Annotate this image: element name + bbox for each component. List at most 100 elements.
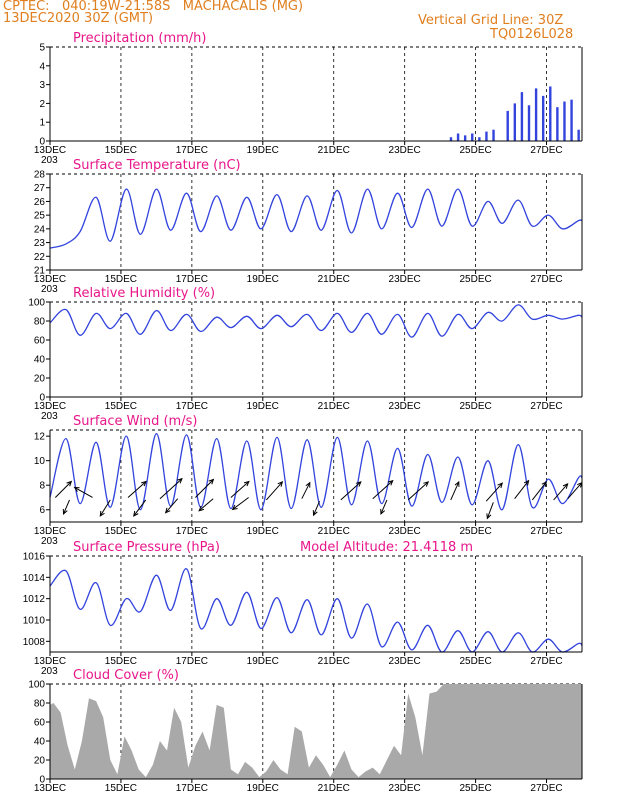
wind-arrow-head (423, 481, 430, 487)
wind-arrow (531, 481, 547, 501)
wind-arrow-head (497, 482, 504, 489)
x-tick-label: 13DEC (34, 656, 66, 667)
y-tick-label: 1016 (23, 552, 46, 563)
precip-bar (520, 92, 524, 141)
chart-title: Cloud Cover (%) (73, 668, 179, 683)
y-tick-label: 0 (39, 393, 45, 404)
wind-arrow (450, 481, 460, 501)
x-tick-label: 19DEC (247, 656, 279, 667)
wind-arrow (198, 498, 214, 512)
chart-title: Precipitation (mm/h) (73, 31, 206, 46)
wind-arrow (553, 483, 569, 501)
y-tick-label: 40 (34, 737, 46, 748)
press-line (49, 568, 583, 653)
y-tick-label: 1010 (23, 616, 46, 627)
x-tick-label: 19DEC (247, 145, 279, 156)
wind-arrow-head (380, 508, 386, 515)
y-tick-label: 60 (34, 336, 46, 347)
precip-bar (570, 99, 573, 141)
run-label: 13DEC2020 30Z (GMT) (3, 11, 154, 26)
wind-arrow (159, 478, 183, 500)
x-tick-label: 17DEC (176, 783, 208, 794)
wind-arrow-head (486, 513, 492, 520)
x-tick-label: 21DEC (318, 274, 350, 285)
x-tick-label: 25DEC (459, 526, 491, 537)
x-tick-label: 15DEC (105, 526, 137, 537)
precip-bar (541, 95, 545, 141)
wind-arrow-head (198, 505, 205, 512)
y-tick-label: 1012 (23, 594, 46, 605)
wind-arrow-head (177, 477, 183, 484)
wind-arrow (230, 481, 250, 498)
wind-arrow-head (99, 510, 105, 517)
source-label: CPTEC: (3, 0, 50, 14)
precip-bar (492, 129, 495, 141)
x-tick-label: 19DEC (247, 401, 279, 412)
wind-arrow-head (164, 507, 171, 514)
y-tick-label: 80 (34, 699, 46, 710)
x-tick-label: 17DEC (176, 526, 208, 537)
code-label: TQ0126L028 (490, 27, 574, 42)
precip-bar (563, 101, 566, 141)
y-tick-label: 3 (39, 80, 45, 91)
wind-arrow (340, 481, 362, 501)
y-tick-label: 27 (34, 183, 46, 194)
y-tick-label: 2 (39, 99, 45, 110)
cloud-area (50, 684, 582, 779)
x-tick-label: 27DEC (530, 783, 562, 794)
chart-press: 1008 1010 1012 1014 1016 13DEC 15DEC 17DEC 19DEC… (23, 540, 583, 677)
wind-arrow (485, 482, 503, 502)
wind-arrow (372, 480, 394, 500)
x-tick-label: 17DEC (176, 145, 208, 156)
x-tick-label: 27DEC (530, 401, 562, 412)
x-tick-label: 25DEC (459, 274, 491, 285)
chart-title: Surface Wind (m/s) (73, 414, 197, 429)
rh-line (49, 304, 583, 338)
wind-arrow-head (541, 481, 548, 487)
y-tick-label: 40 (34, 355, 46, 366)
x-tick-label: 23DEC (389, 526, 421, 537)
precip-bar (527, 105, 531, 141)
x-tick-label: 25DEC (459, 656, 491, 667)
wind-arrow (232, 497, 249, 510)
x-tick-label: 23DEC (389, 401, 421, 412)
chart-temp: 21 22 23 24 25 26 27 28 13DEC 15DEC 17DEC 19DEC 21DE… (34, 158, 583, 295)
wind-arrow (407, 481, 429, 501)
chart-rh: 0 20 40 60 80 100 13DEC 15DEC 17DEC 19DEC 21DEC 23D… (28, 286, 583, 422)
precip-bar (506, 110, 509, 141)
wind-arrow (133, 499, 147, 517)
wind-line (49, 433, 583, 511)
x-tick-label: 17DEC (176, 401, 208, 412)
x-tick-label: 13DEC (34, 783, 66, 794)
chart-cloud: 0 20 40 60 80 100 13DEC 15DEC 17DEC 19DEC 21DEC 23D… (28, 668, 583, 794)
wind-arrow-head (562, 483, 569, 489)
precip-bar (471, 133, 474, 141)
y-tick-label: 22 (34, 252, 46, 263)
y-tick-label: 60 (34, 718, 46, 729)
y-tick-label: 20 (34, 374, 46, 385)
wind-arrow-head (208, 478, 215, 485)
precip-bar (449, 137, 453, 141)
x-tick-year-label: 203 (41, 284, 58, 295)
y-tick-label: 0 (39, 137, 45, 148)
y-tick-label: 25 (34, 211, 46, 222)
location-label: 040:19W-21:58S MACHACALIS (MG) (61, 0, 304, 14)
y-tick-label: 24 (34, 224, 46, 235)
x-tick-label: 25DEC (459, 401, 491, 412)
x-tick-label: 19DEC (247, 526, 279, 537)
y-tick-label: 21 (34, 266, 46, 277)
x-tick-label: 15DEC (105, 783, 137, 794)
wind-arrow (99, 499, 111, 517)
x-tick-label: 23DEC (389, 145, 421, 156)
wind-arrow-head (243, 480, 250, 487)
wind-arrow (74, 487, 93, 498)
precip-bar (456, 133, 460, 141)
precip-bar (556, 107, 559, 141)
wind-arrow-head (387, 479, 394, 486)
x-tick-label: 15DEC (105, 656, 137, 667)
y-tick-label: 100 (28, 680, 45, 691)
x-tick-label: 13DEC (34, 274, 66, 285)
x-tick-year-label: 203 (41, 411, 58, 422)
y-tick-label: 23 (34, 238, 46, 249)
x-tick-label: 21DEC (318, 526, 350, 537)
